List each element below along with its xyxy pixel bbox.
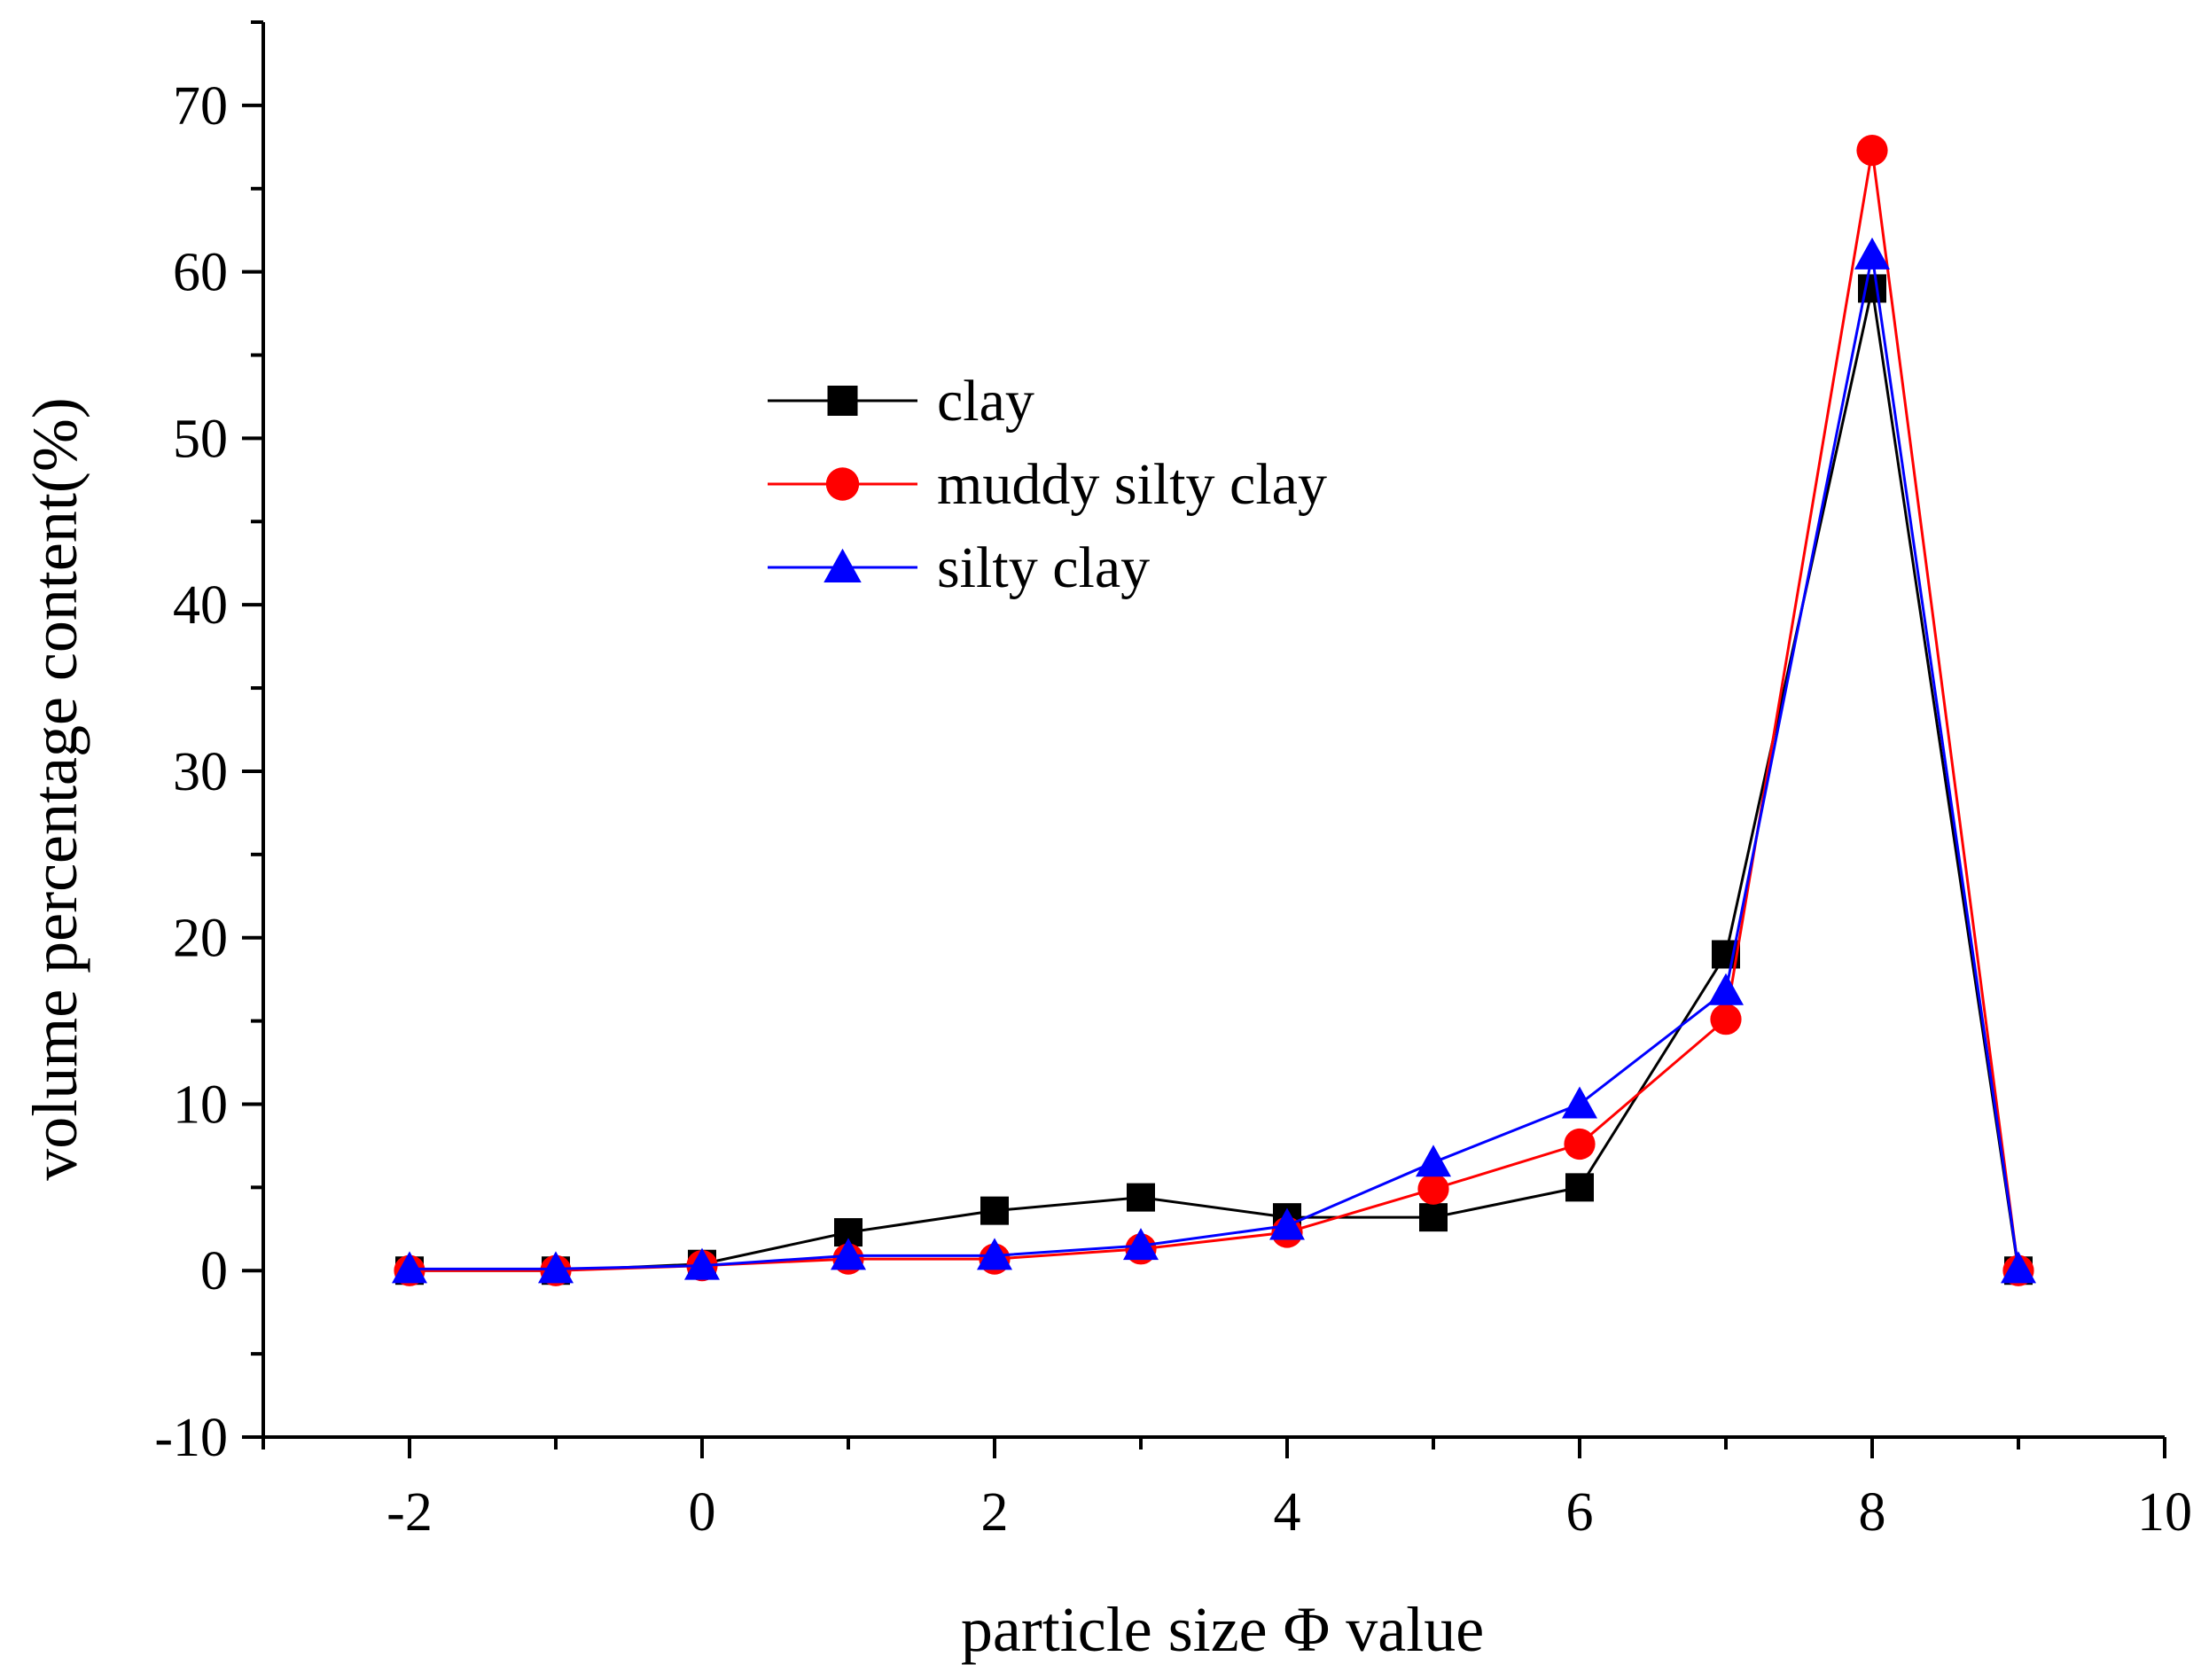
legend-marker-silty-clay xyxy=(823,548,862,582)
series-clay xyxy=(395,274,2033,1285)
data-point-muddy-silty-clay xyxy=(1417,1173,1449,1205)
x-tick-label: 4 xyxy=(1274,1482,1301,1543)
x-tick-label: 0 xyxy=(689,1482,716,1543)
data-point-silty-clay xyxy=(1562,1086,1597,1119)
series-line-silty-clay xyxy=(410,254,2020,1270)
legend-label-muddy-silty-clay: muddy silty clay xyxy=(937,452,1327,517)
y-tick-label: -10 xyxy=(154,1408,228,1468)
x-tick-label: -2 xyxy=(386,1482,433,1543)
data-point-silty-clay xyxy=(538,1251,574,1284)
data-point-clay xyxy=(980,1196,1009,1225)
data-point-clay xyxy=(1419,1203,1448,1232)
y-tick-label: 10 xyxy=(173,1074,228,1135)
y-tick-label: 40 xyxy=(173,575,228,636)
data-point-silty-clay xyxy=(684,1247,720,1280)
series-line-muddy-silty-clay xyxy=(410,150,2020,1272)
data-point-muddy-silty-clay xyxy=(1856,134,1888,167)
data-point-silty-clay xyxy=(2001,1251,2036,1284)
x-tick-label: 2 xyxy=(981,1482,1009,1543)
legend-label-clay: clay xyxy=(937,369,1034,434)
data-point-silty-clay xyxy=(1416,1145,1451,1177)
data-point-clay xyxy=(1565,1173,1594,1202)
x-tick-label: 10 xyxy=(2137,1482,2192,1543)
data-point-clay xyxy=(1127,1183,1155,1212)
y-tick-label: 60 xyxy=(173,243,228,303)
series-muddy-silty-clay xyxy=(394,134,2034,1286)
legend-label-silty-clay: silty clay xyxy=(937,535,1150,600)
series-line-clay xyxy=(410,288,2020,1272)
data-point-silty-clay xyxy=(977,1238,1012,1270)
data-point-silty-clay xyxy=(831,1238,866,1270)
series-silty-clay xyxy=(392,237,2036,1284)
data-point-silty-clay xyxy=(1269,1207,1305,1240)
data-point-muddy-silty-clay xyxy=(1710,1004,1742,1035)
data-point-silty-clay xyxy=(392,1251,427,1284)
legend-marker-muddy-silty-clay xyxy=(825,467,860,501)
data-point-silty-clay xyxy=(1854,237,1890,270)
x-tick-label: 8 xyxy=(1859,1482,1886,1543)
legend: clay muddy silty clay silty clay xyxy=(768,369,1327,600)
y-tick-label: 70 xyxy=(173,76,228,137)
y-tick-label: 0 xyxy=(200,1241,228,1301)
y-tick-label: 30 xyxy=(173,742,228,802)
axes: -2 0 2 4 6 8 10 -10 0 10 20 30 40 50 60 70 xyxy=(154,20,2192,1543)
y-tick-label: 50 xyxy=(173,409,228,469)
data-point-silty-clay xyxy=(1123,1228,1159,1261)
y-axis-title: volume percentage content(%) xyxy=(20,397,90,1181)
data-point-silty-clay xyxy=(1708,973,1744,1005)
x-axis-title: particle size Φ value xyxy=(961,1594,1484,1665)
y-tick-label: 20 xyxy=(173,909,228,969)
data-point-muddy-silty-clay xyxy=(1564,1128,1596,1160)
x-tick-label: 6 xyxy=(1566,1482,1594,1543)
data-series xyxy=(392,134,2036,1286)
legend-marker-clay xyxy=(827,386,858,416)
